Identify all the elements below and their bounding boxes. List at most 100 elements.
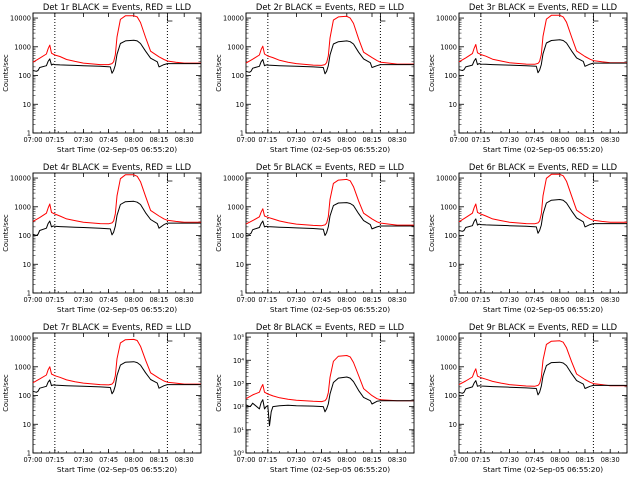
x-axis-label: Start Time (02-Sep-05 06:55:20) <box>483 305 603 314</box>
x-tick-label: 08:15 <box>575 456 594 464</box>
x-tick-label: 07:30 <box>500 456 519 464</box>
attenuator-marker <box>593 14 599 22</box>
series-line-events <box>458 199 627 234</box>
y-tick-label: 100 <box>231 72 244 80</box>
x-tick-label: 07:15 <box>471 296 490 304</box>
y-tick-label: 1000 <box>14 43 31 51</box>
y-tick-label: 1 <box>453 130 457 138</box>
y-tick-label: 10⁴ <box>233 357 244 365</box>
x-axis-label: Start Time (02-Sep-05 06:55:20) <box>57 145 177 154</box>
plot-frame <box>458 172 628 294</box>
x-tick-label: 07:15 <box>45 136 64 144</box>
y-tick-label: 10⁰ <box>233 450 244 458</box>
x-tick-label: 07:30 <box>287 136 306 144</box>
series-line-events <box>458 361 627 396</box>
x-tick-label: 07:00 <box>449 456 468 464</box>
x-tick-label: 08:30 <box>175 136 194 144</box>
y-tick-label: 10000 <box>436 175 457 183</box>
x-tick-label: 08:00 <box>124 136 143 144</box>
series-line-lld <box>245 355 414 403</box>
x-tick-label: 07:00 <box>23 296 42 304</box>
plot-frame <box>32 172 202 294</box>
chart-panel-8: Det 8r BLACK = Events, RED = LLD 07:00 07:… <box>215 322 415 474</box>
y-tick-label: 100 <box>18 72 31 80</box>
x-axis-label: Start Time (02-Sep-05 06:55:20) <box>270 145 390 154</box>
series-line-events <box>458 39 627 74</box>
y-tick-label: 1000 <box>440 43 457 51</box>
y-tick-label: 100 <box>18 392 31 400</box>
x-tick-label: 07:45 <box>525 136 544 144</box>
x-tick-label: 08:30 <box>175 296 194 304</box>
chart-title: Det 3r BLACK = Events, RED = LLD <box>469 2 617 12</box>
x-tick-label: 07:15 <box>258 136 277 144</box>
x-axis-label: Start Time (02-Sep-05 06:55:20) <box>270 305 390 314</box>
x-tick-label: 08:15 <box>149 456 168 464</box>
x-tick-label: 07:45 <box>312 456 331 464</box>
y-tick-label: 10³ <box>233 380 244 388</box>
series-line-events <box>245 376 414 427</box>
x-tick-label: 07:00 <box>236 456 255 464</box>
series-line-lld <box>32 15 201 66</box>
x-tick-label: 08:15 <box>149 136 168 144</box>
x-tick-label: 07:00 <box>236 136 255 144</box>
y-axis-label: Counts/sec <box>215 214 223 252</box>
y-tick-label: 10 <box>449 261 457 269</box>
y-axis-label: Counts/sec <box>428 374 436 412</box>
x-tick-label: 08:15 <box>149 296 168 304</box>
y-tick-label: 1000 <box>440 203 457 211</box>
plot-frame <box>245 12 415 134</box>
chart-title: Det 1r BLACK = Events, RED = LLD <box>43 2 191 12</box>
y-tick-label: 1 <box>453 290 457 298</box>
x-tick-label: 08:30 <box>388 456 407 464</box>
y-tick-label: 10 <box>236 261 244 269</box>
x-tick-label: 07:45 <box>312 296 331 304</box>
x-axis-label: Start Time (02-Sep-05 06:55:20) <box>57 305 177 314</box>
chart-title: Det 9r BLACK = Events, RED = LLD <box>469 322 617 332</box>
x-tick-label: 08:15 <box>575 136 594 144</box>
chart-title: Det 8r BLACK = Events, RED = LLD <box>256 322 404 332</box>
y-tick-label: 10000 <box>436 335 457 343</box>
x-tick-label: 08:00 <box>337 456 356 464</box>
y-axis-label: Counts/sec <box>215 54 223 92</box>
series-line-lld <box>458 340 627 387</box>
attenuator-marker <box>167 334 173 342</box>
y-tick-label: 100 <box>231 232 244 240</box>
y-tick-label: 100 <box>18 232 31 240</box>
chart-title: Det 2r BLACK = Events, RED = LLD <box>256 2 404 12</box>
x-tick-label: 08:30 <box>601 136 620 144</box>
x-tick-label: 07:30 <box>287 456 306 464</box>
attenuator-marker <box>167 14 173 22</box>
series-line-lld <box>458 173 627 225</box>
x-tick-label: 08:30 <box>388 296 407 304</box>
x-tick-label: 07:45 <box>312 136 331 144</box>
plot-frame <box>32 332 202 454</box>
attenuator-marker <box>380 14 386 22</box>
series-line-lld <box>32 338 201 386</box>
x-axis-label: Start Time (02-Sep-05 06:55:20) <box>483 465 603 474</box>
x-tick-label: 07:15 <box>258 296 277 304</box>
x-tick-label: 08:30 <box>601 296 620 304</box>
y-tick-label: 1 <box>27 130 31 138</box>
y-tick-label: 1000 <box>14 203 31 211</box>
plot-frame <box>458 12 628 134</box>
y-tick-label: 1000 <box>227 203 244 211</box>
y-tick-label: 10² <box>233 403 244 411</box>
x-tick-label: 07:00 <box>449 296 468 304</box>
attenuator-marker <box>167 174 173 182</box>
x-tick-label: 08:30 <box>601 456 620 464</box>
x-tick-label: 07:00 <box>236 296 255 304</box>
y-tick-label: 1000 <box>14 363 31 371</box>
x-tick-label: 07:15 <box>471 136 490 144</box>
y-tick-label: 10000 <box>10 15 31 23</box>
y-axis-label: Counts/sec <box>2 54 10 92</box>
series-line-events <box>245 202 414 236</box>
x-tick-label: 07:30 <box>74 296 93 304</box>
x-tick-label: 07:15 <box>471 456 490 464</box>
